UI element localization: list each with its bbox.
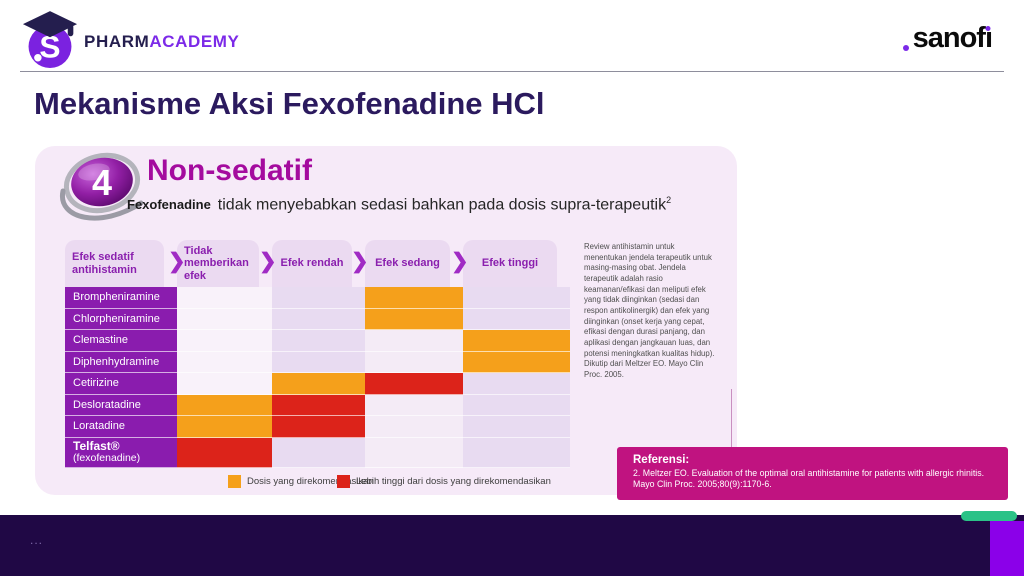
- dose-cell-empty: [272, 330, 365, 352]
- badge-number: 4: [92, 162, 112, 203]
- page-title: Mekanisme Aksi Fexofenadine HCl: [34, 86, 545, 121]
- drug-label: Brompheniramine: [65, 287, 177, 309]
- dose-cell-red: [272, 416, 365, 438]
- footer-accent-stripe: [990, 521, 1024, 576]
- subtitle-superscript: 2: [666, 195, 672, 205]
- dose-cell-empty: [177, 308, 272, 330]
- legend-swatch-orange: [228, 475, 241, 488]
- chevron-right-icon: ❯: [351, 250, 369, 273]
- drug-label: Desloratadine: [65, 394, 177, 416]
- footer-accent-pill: [961, 511, 1017, 521]
- dose-cell-empty: [177, 351, 272, 373]
- dose-cell-empty: [365, 437, 463, 468]
- content-panel: 4 Non-sedatif Fexofenadine tidak menyebab…: [35, 146, 737, 495]
- dose-cell-orange: [272, 373, 365, 395]
- dose-cell-red: [177, 437, 272, 468]
- matrix-body: Brompheniramine Chlorpheniramine Clemastin…: [65, 287, 570, 468]
- sanofi-logo: sanofı: [902, 22, 993, 55]
- dose-cell-orange: [463, 330, 570, 352]
- column-header-medium-effect: Efek sedang: [365, 240, 450, 287]
- sanofi-dot-icon: [902, 45, 909, 51]
- pharmacademy-logo-icon: S: [22, 11, 78, 68]
- dose-cell-empty: [177, 287, 272, 309]
- dose-cell-empty: [463, 287, 570, 309]
- pharmacademy-wordmark: PHARMACADEMY: [84, 32, 240, 52]
- dose-cell-red: [365, 373, 463, 395]
- matrix-header: Efek sedatif antihistamin Tidak memberik…: [65, 240, 570, 287]
- dose-cell-empty: [365, 394, 463, 416]
- reference-text: 2. Meltzer EO. Evaluation of the optimal…: [633, 468, 985, 490]
- legend-label: Lebih tinggi dari dosis yang direkomenda…: [356, 476, 551, 487]
- brand-pharm-text: PHARM: [84, 32, 150, 51]
- reference-title: Referensi:: [633, 454, 690, 466]
- subtitle-brand: Fexofenadine: [127, 197, 211, 213]
- dose-cell-empty: [463, 373, 570, 395]
- footer-dots: ...: [30, 533, 44, 547]
- dose-cell-empty: [272, 351, 365, 373]
- chevron-right-icon: ❯: [168, 250, 186, 273]
- legend-item-recommended: Dosis yang direkomendasikan: [228, 475, 374, 488]
- legend-swatch-red: [337, 475, 350, 488]
- dose-cell-orange: [365, 287, 463, 309]
- drug-label: Clemastine: [65, 330, 177, 352]
- chevron-right-icon: ❯: [451, 250, 469, 273]
- legend-label: Dosis yang direkomendasikan: [247, 476, 374, 487]
- drug-label: Diphenhydramine: [65, 351, 177, 373]
- header-divider: [20, 71, 1004, 72]
- drug-label: Telfast® (fexofenadine): [65, 437, 177, 468]
- reference-box: Referensi: 2. Meltzer EO. Evaluation of …: [617, 447, 1008, 500]
- dose-cell-empty: [463, 308, 570, 330]
- effect-matrix: Efek sedatif antihistamin Tidak memberik…: [65, 240, 570, 468]
- drug-label: Loratadine: [65, 416, 177, 438]
- column-header-low-effect: Efek rendah: [272, 240, 352, 287]
- dose-cell-empty: [463, 416, 570, 438]
- dose-cell-empty: [365, 351, 463, 373]
- dose-cell-red: [272, 394, 365, 416]
- sanofi-i-stem: ı: [984, 22, 993, 54]
- drug-label: Cetirizine: [65, 373, 177, 395]
- dose-cell-empty: [463, 394, 570, 416]
- subtitle-text: tidak menyebabkan sedasi bahkan pada dos…: [217, 196, 667, 214]
- svg-text:S: S: [39, 29, 60, 65]
- side-note: Review antihistamin untuk menentukan jen…: [584, 242, 715, 380]
- dose-cell-empty: [272, 287, 365, 309]
- footer-bar: [0, 515, 1024, 576]
- dose-cell-orange: [177, 416, 272, 438]
- sanofi-text: sanof: [912, 22, 986, 54]
- brand-academy-text: ACADEMY: [149, 32, 240, 51]
- sanofi-i-dot-icon: [985, 26, 991, 31]
- dose-cell-orange: [365, 308, 463, 330]
- dose-cell-empty: [365, 416, 463, 438]
- step-4-badge: 4: [60, 152, 143, 221]
- drug-label: Chlorpheniramine: [65, 308, 177, 330]
- column-header-sedative-effect: Efek sedatif antihistamin: [65, 240, 164, 287]
- dose-cell-empty: [365, 330, 463, 352]
- panel-heading: Non-sedatif: [147, 154, 312, 187]
- dose-cell-empty: [272, 437, 365, 468]
- column-header-high-effect: Efek tinggi: [463, 240, 557, 287]
- panel-subtitle: Fexofenadine tidak menyebabkan sedasi bah…: [127, 195, 671, 214]
- dose-cell-orange: [463, 351, 570, 373]
- chevron-right-icon: ❯: [259, 250, 277, 273]
- dose-cell-empty: [177, 330, 272, 352]
- badge-swoosh-icon: [60, 152, 143, 221]
- dose-cell-empty: [463, 437, 570, 468]
- dose-cell-empty: [177, 373, 272, 395]
- dose-cell-empty: [272, 308, 365, 330]
- reference-connector-line: [731, 389, 732, 447]
- legend-item-higher-dose: Lebih tinggi dari dosis yang direkomenda…: [337, 475, 551, 488]
- column-header-no-effect: Tidak memberikan efek: [177, 240, 259, 287]
- dose-cell-orange: [177, 394, 272, 416]
